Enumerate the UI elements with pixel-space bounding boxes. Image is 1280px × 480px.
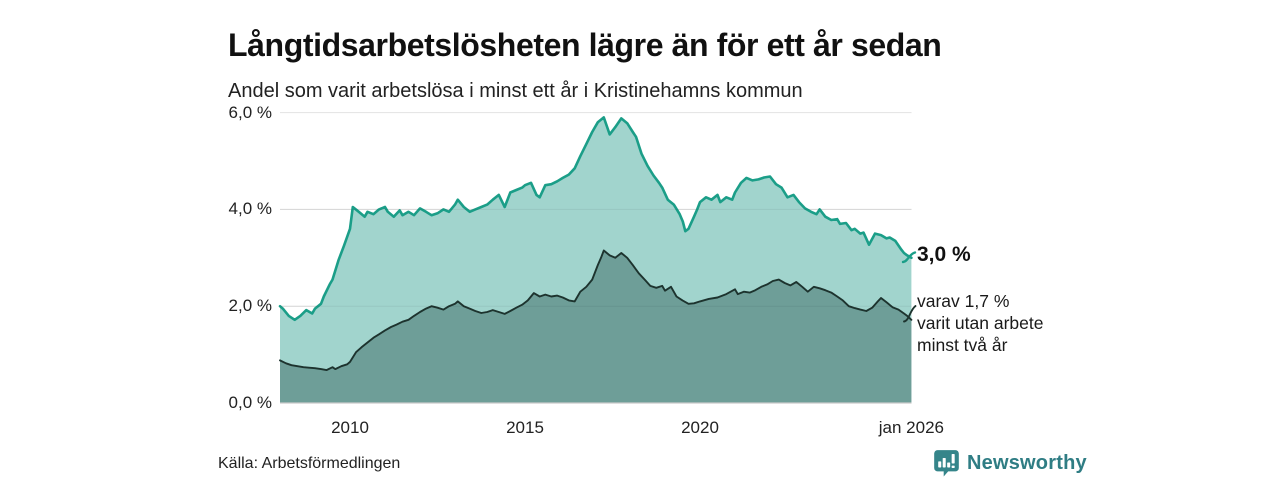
newsworthy-logo: Newsworthy xyxy=(933,449,1087,477)
x-axis-tick-label: 2015 xyxy=(506,418,544,437)
end-secondary-line: minst två år xyxy=(917,335,1008,355)
source-label: Källa: Arbetsförmedlingen xyxy=(218,455,401,472)
y-axis-tick-label: 4,0 % xyxy=(228,199,272,219)
x-axis-tick-label: 2010 xyxy=(331,418,369,437)
x-axis-tick-label: 2020 xyxy=(681,418,719,437)
end-secondary-label: varav 1,7 % varit utan arbete minst två … xyxy=(917,290,1043,356)
end-secondary-line: varit utan arbete xyxy=(917,313,1044,333)
bar-chart-speech-bubble-icon xyxy=(933,449,960,477)
page-title: Långtidsarbetslösheten lägre än för ett … xyxy=(228,27,942,64)
x-axis-tick-label: jan 2026 xyxy=(878,418,944,437)
end-value-label: 3,0 % xyxy=(917,243,971,266)
chart-subtitle: Andel som varit arbetslösa i minst ett å… xyxy=(228,80,803,102)
end-secondary-line: varav 1,7 % xyxy=(917,291,1010,311)
y-axis-tick-label: 6,0 % xyxy=(228,102,272,122)
y-axis-tick-label: 0,0 % xyxy=(228,393,272,412)
brand-name: Newsworthy xyxy=(967,451,1087,474)
y-axis-tick-label: 2,0 % xyxy=(228,296,272,316)
